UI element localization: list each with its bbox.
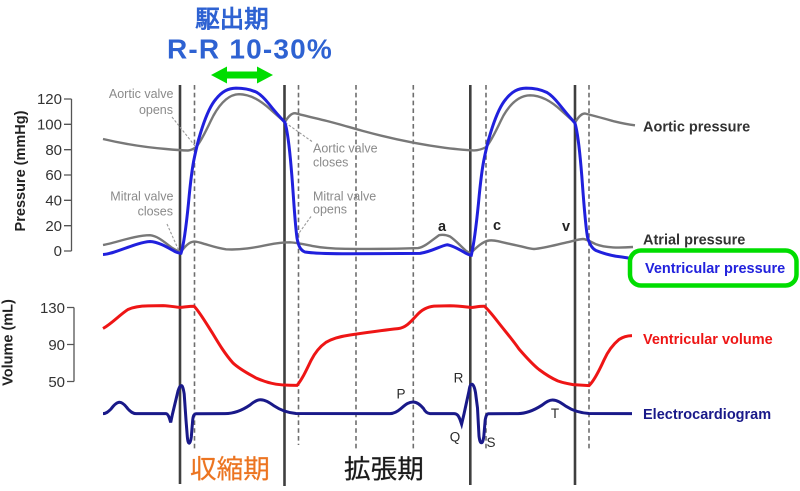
svg-text:R: R xyxy=(454,371,464,386)
svg-text:130: 130 xyxy=(40,300,65,317)
svg-text:Q: Q xyxy=(450,430,461,445)
svg-text:v: v xyxy=(562,219,570,235)
svg-text:Pressure (mmHg): Pressure (mmHg) xyxy=(13,110,29,231)
svg-text:opens: opens xyxy=(313,203,347,217)
svg-text:T: T xyxy=(551,406,559,421)
svg-text:R-R 10-30%: R-R 10-30% xyxy=(167,34,333,65)
svg-text:a: a xyxy=(438,219,447,235)
svg-text:S: S xyxy=(486,435,495,450)
svg-text:100: 100 xyxy=(37,117,62,134)
svg-text:Atrial pressure: Atrial pressure xyxy=(643,233,745,249)
svg-text:c: c xyxy=(493,218,501,234)
svg-text:Aortic valve: Aortic valve xyxy=(313,142,378,156)
svg-text:Electrocardiogram: Electrocardiogram xyxy=(643,407,771,423)
svg-text:closes: closes xyxy=(313,156,348,170)
svg-text:Volume (mL): Volume (mL) xyxy=(1,299,17,386)
svg-text:90: 90 xyxy=(48,337,65,354)
svg-text:Aortic valve: Aortic valve xyxy=(109,87,174,101)
svg-text:50: 50 xyxy=(48,374,65,391)
svg-text:0: 0 xyxy=(54,243,62,260)
svg-text:opens: opens xyxy=(139,103,173,117)
svg-text:Mitral valve: Mitral valve xyxy=(313,190,376,204)
svg-text:80: 80 xyxy=(45,142,62,159)
svg-text:Mitral valve: Mitral valve xyxy=(110,190,173,204)
svg-text:Aortic pressure: Aortic pressure xyxy=(643,120,750,136)
svg-text:Ventricular pressure: Ventricular pressure xyxy=(645,261,785,277)
svg-text:40: 40 xyxy=(45,193,62,210)
svg-text:P: P xyxy=(396,387,405,402)
svg-text:Ventricular volume: Ventricular volume xyxy=(643,332,773,348)
svg-text:60: 60 xyxy=(45,167,62,184)
svg-text:closes: closes xyxy=(138,205,173,219)
svg-text:120: 120 xyxy=(37,91,62,108)
svg-text:20: 20 xyxy=(45,218,62,235)
